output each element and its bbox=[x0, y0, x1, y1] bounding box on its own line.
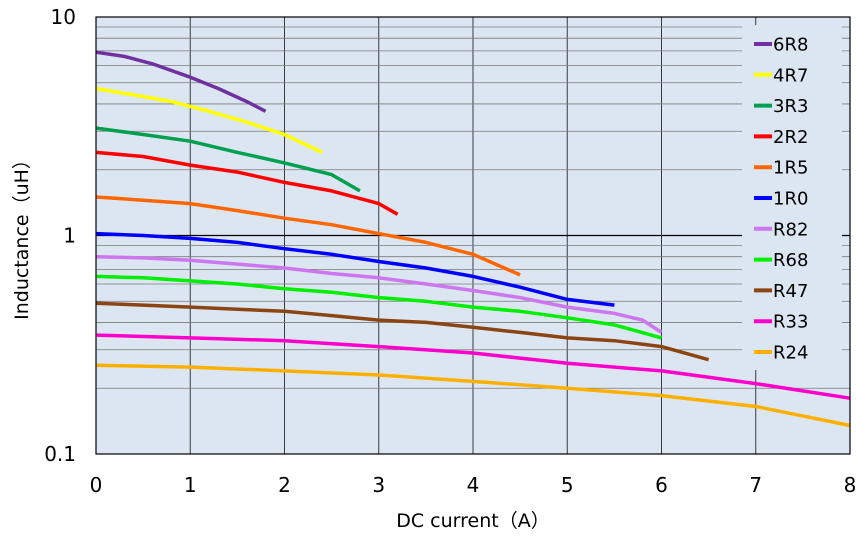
series-line-r24 bbox=[95, 363, 851, 428]
legend-label-r24: R24 bbox=[773, 343, 808, 364]
x-tick-label: 2 bbox=[278, 473, 291, 497]
series-line-3r3 bbox=[95, 126, 361, 193]
series-line-4r7 bbox=[95, 86, 323, 154]
legend-label-r82: R82 bbox=[773, 219, 808, 240]
legend-label-4r7: 4R7 bbox=[773, 65, 808, 86]
x-tick-labels: 0 1 2 3 4 5 6 7 8 bbox=[90, 473, 856, 497]
x-tick-label: 7 bbox=[749, 473, 762, 497]
series-line-1r5 bbox=[95, 195, 521, 277]
series-line-2r2 bbox=[95, 150, 399, 216]
x-tick-label: 6 bbox=[655, 473, 668, 497]
legend-label-3r3: 3R3 bbox=[773, 96, 808, 117]
series-line-r82 bbox=[95, 254, 663, 334]
legend-label-1r5: 1R5 bbox=[773, 158, 808, 179]
series-line-6r8 bbox=[95, 50, 267, 113]
legend-label-r47: R47 bbox=[773, 281, 808, 302]
x-tick-label: 1 bbox=[184, 473, 197, 497]
x-tick-label: 4 bbox=[467, 473, 480, 497]
x-axis-label: DC current（A） bbox=[396, 510, 549, 532]
series-lines bbox=[95, 50, 851, 428]
y-axis-label: Inductance（uH） bbox=[11, 150, 33, 320]
legend-label-2r2: 2R2 bbox=[773, 127, 808, 148]
grid-lines bbox=[96, 17, 850, 454]
x-tick-label: 8 bbox=[844, 473, 856, 497]
series-line-r33 bbox=[95, 333, 851, 400]
x-tick-label: 5 bbox=[561, 473, 574, 497]
legend-label-1r0: 1R0 bbox=[773, 189, 808, 210]
x-tick-label: 3 bbox=[372, 473, 385, 497]
series-line-r68 bbox=[95, 274, 662, 340]
plot-frame bbox=[95, 16, 851, 455]
legend-label-r68: R68 bbox=[773, 250, 808, 271]
y-tick-label: 0.1 bbox=[44, 442, 76, 466]
y-tick-label: 1 bbox=[63, 224, 76, 248]
legend-label-6r8: 6R8 bbox=[773, 35, 808, 56]
y-tick-labels: 0.1 1 10 bbox=[44, 5, 76, 466]
y-tick-label: 10 bbox=[51, 5, 76, 29]
legend-label-r33: R33 bbox=[773, 312, 808, 333]
legend: 6R8 4R7 3R3 2R2 1R5 1R0 R82 R68 R47 R33 R24 bbox=[742, 25, 842, 370]
series-line-1r0 bbox=[95, 231, 615, 307]
series-line-r47 bbox=[95, 301, 710, 362]
x-tick-label: 0 bbox=[90, 473, 103, 497]
